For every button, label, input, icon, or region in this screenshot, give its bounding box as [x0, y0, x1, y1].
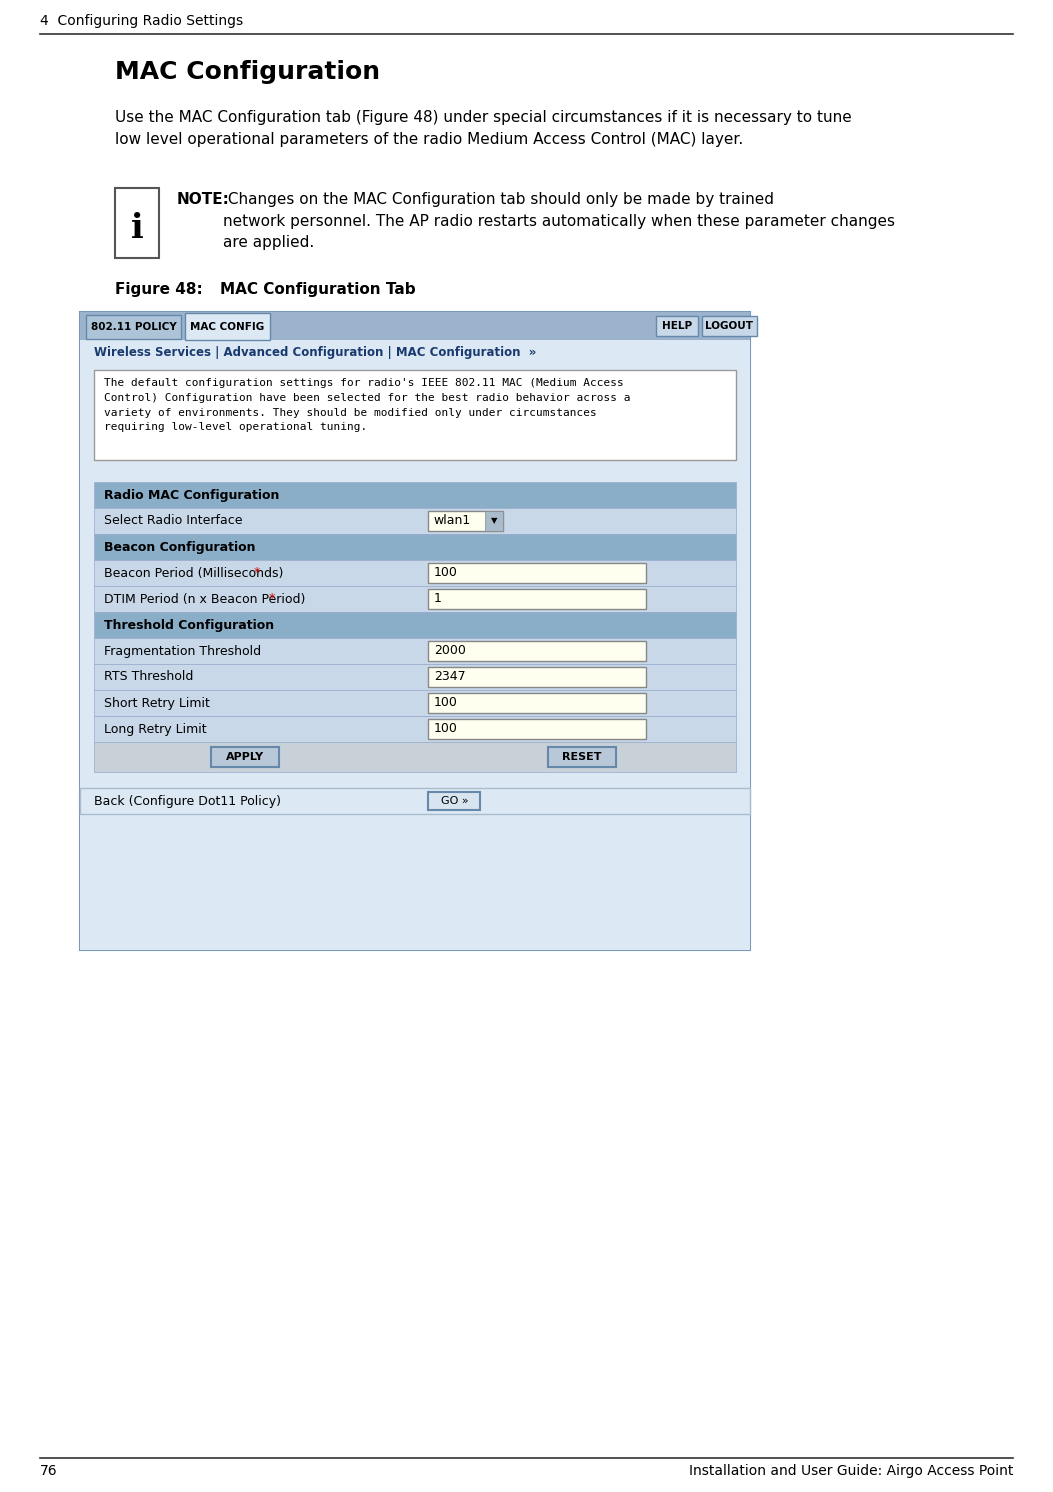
FancyBboxPatch shape — [94, 507, 736, 534]
FancyBboxPatch shape — [185, 313, 270, 340]
FancyBboxPatch shape — [656, 316, 698, 336]
Text: *: * — [265, 592, 276, 606]
FancyBboxPatch shape — [80, 312, 750, 340]
FancyBboxPatch shape — [94, 370, 736, 460]
Text: GO »: GO » — [440, 797, 469, 806]
Text: Wireless Services | Advanced Configuration | MAC Configuration  »: Wireless Services | Advanced Configurati… — [94, 346, 536, 360]
Text: Use the MAC Configuration tab (Figure 48) under special circumstances if it is n: Use the MAC Configuration tab (Figure 48… — [115, 110, 852, 146]
FancyBboxPatch shape — [429, 792, 480, 810]
Text: Radio MAC Configuration: Radio MAC Configuration — [104, 488, 279, 501]
FancyBboxPatch shape — [484, 510, 503, 531]
FancyBboxPatch shape — [94, 716, 736, 742]
Text: *: * — [250, 567, 260, 579]
Text: Beacon Period (Milliseconds): Beacon Period (Milliseconds) — [104, 567, 283, 579]
FancyBboxPatch shape — [428, 719, 647, 739]
Text: Beacon Configuration: Beacon Configuration — [104, 540, 256, 554]
FancyBboxPatch shape — [94, 560, 736, 586]
Text: 100: 100 — [434, 567, 458, 579]
FancyBboxPatch shape — [94, 612, 736, 639]
Text: 100: 100 — [434, 722, 458, 736]
FancyBboxPatch shape — [94, 482, 736, 507]
Text: 802.11 POLICY: 802.11 POLICY — [91, 322, 176, 333]
FancyBboxPatch shape — [80, 340, 750, 950]
Text: LOGOUT: LOGOUT — [706, 321, 754, 331]
Text: wlan1: wlan1 — [434, 515, 471, 528]
Text: ▼: ▼ — [491, 516, 497, 525]
FancyBboxPatch shape — [94, 586, 736, 612]
FancyBboxPatch shape — [428, 510, 503, 531]
Text: Threshold Configuration: Threshold Configuration — [104, 619, 274, 631]
FancyBboxPatch shape — [702, 316, 757, 336]
FancyBboxPatch shape — [94, 534, 736, 560]
Text: 2000: 2000 — [434, 645, 465, 658]
Text: Select Radio Interface: Select Radio Interface — [104, 515, 242, 528]
FancyBboxPatch shape — [548, 747, 616, 767]
Text: 76: 76 — [40, 1464, 58, 1479]
Text: i: i — [131, 212, 143, 246]
FancyBboxPatch shape — [86, 315, 181, 339]
FancyBboxPatch shape — [94, 742, 736, 771]
Text: MAC Configuration Tab: MAC Configuration Tab — [220, 282, 416, 297]
FancyBboxPatch shape — [428, 562, 647, 583]
FancyBboxPatch shape — [428, 589, 647, 609]
Text: 100: 100 — [434, 697, 458, 710]
Text: Changes on the MAC Configuration tab should only be made by trained
network pers: Changes on the MAC Configuration tab sho… — [223, 192, 895, 251]
Text: NOTE:: NOTE: — [177, 192, 230, 207]
FancyBboxPatch shape — [80, 312, 750, 950]
Text: APPLY: APPLY — [225, 752, 264, 762]
Text: DTIM Period (n x Beacon Period): DTIM Period (n x Beacon Period) — [104, 592, 305, 606]
Text: RESET: RESET — [562, 752, 601, 762]
Text: MAC Configuration: MAC Configuration — [115, 60, 380, 84]
Text: RTS Threshold: RTS Threshold — [104, 670, 194, 683]
Text: Back (Configure Dot11 Policy): Back (Configure Dot11 Policy) — [94, 795, 281, 807]
Text: 1: 1 — [434, 592, 441, 606]
FancyBboxPatch shape — [211, 747, 279, 767]
Text: 4  Configuring Radio Settings: 4 Configuring Radio Settings — [40, 13, 243, 28]
FancyBboxPatch shape — [428, 692, 647, 713]
FancyBboxPatch shape — [428, 642, 647, 661]
Text: HELP: HELP — [662, 321, 692, 331]
Text: Installation and User Guide: Airgo Access Point: Installation and User Guide: Airgo Acces… — [689, 1464, 1013, 1479]
Text: Long Retry Limit: Long Retry Limit — [104, 722, 206, 736]
FancyBboxPatch shape — [94, 689, 736, 716]
Text: MAC CONFIG: MAC CONFIG — [191, 321, 264, 331]
FancyBboxPatch shape — [115, 188, 159, 258]
Text: Fragmentation Threshold: Fragmentation Threshold — [104, 645, 261, 658]
Text: Figure 48:: Figure 48: — [115, 282, 203, 297]
FancyBboxPatch shape — [428, 667, 647, 686]
Text: Short Retry Limit: Short Retry Limit — [104, 697, 210, 710]
Text: 2347: 2347 — [434, 670, 465, 683]
FancyBboxPatch shape — [94, 664, 736, 689]
FancyBboxPatch shape — [80, 788, 750, 815]
FancyBboxPatch shape — [94, 639, 736, 664]
Text: The default configuration settings for radio's IEEE 802.11 MAC (Medium Access
Co: The default configuration settings for r… — [104, 377, 631, 433]
